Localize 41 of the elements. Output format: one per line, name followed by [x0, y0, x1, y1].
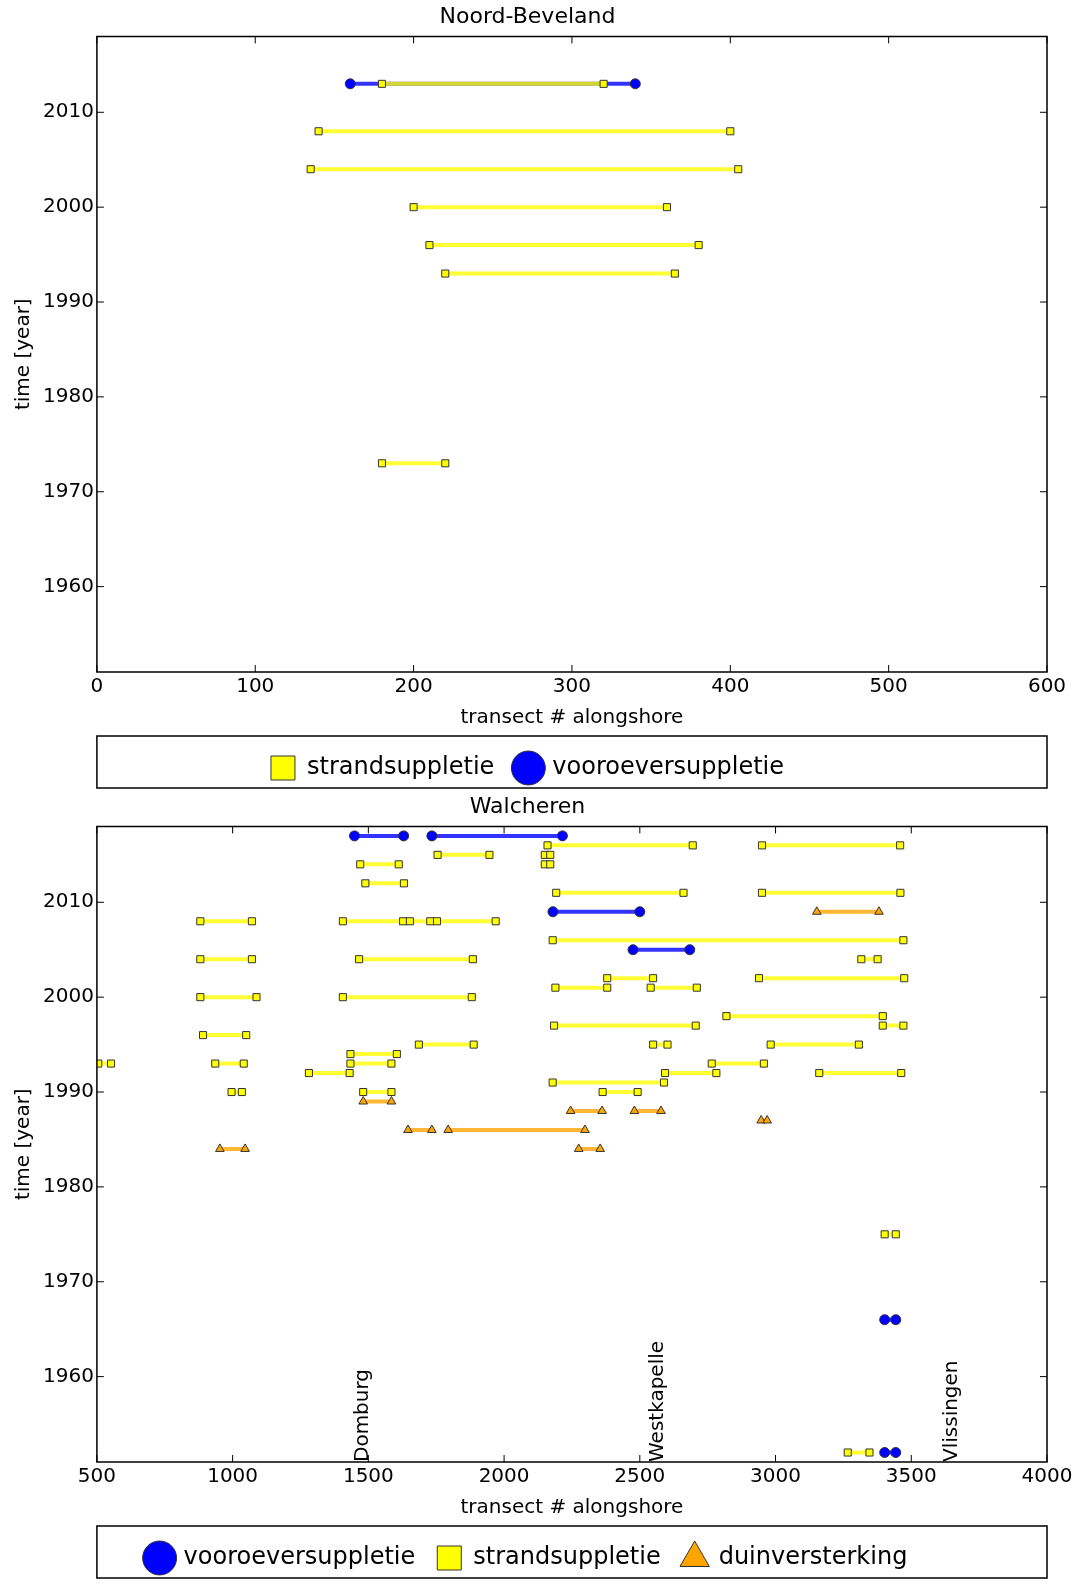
- x-tick-label: 2000: [478, 1463, 530, 1488]
- x-tick-label: 500: [869, 673, 908, 698]
- x-tick-label: 1500: [342, 1463, 394, 1488]
- x-tick-label: 400: [711, 673, 750, 698]
- legend-label: duinversterking: [718, 1542, 908, 1571]
- x-tick-label: 300: [552, 673, 592, 698]
- legend-label: vooroeversuppletie: [183, 1542, 416, 1571]
- x-tick-label: 2500: [614, 1463, 666, 1488]
- x-tick-label: 3500: [885, 1463, 937, 1488]
- y-tick-label: 1990: [42, 1078, 94, 1103]
- legend-label: strandsuppletie: [473, 1542, 661, 1571]
- legend-label: strandsuppletie: [306, 752, 495, 781]
- y-tick-label: 1960: [42, 1362, 94, 1387]
- x-tick-label: 200: [394, 673, 433, 698]
- y-tick-label: 1980: [42, 383, 94, 408]
- x-tick-label: 600: [1027, 673, 1067, 698]
- y-tick-label: 1970: [42, 1267, 94, 1292]
- y-tick-label: 2000: [42, 193, 94, 218]
- x-tick-label: 0: [90, 673, 104, 698]
- y-tick-label: 2000: [42, 983, 94, 1008]
- annotation: Westkapelle: [643, 1340, 668, 1462]
- x-tick-label: 1000: [207, 1463, 259, 1488]
- y-tick-label: 1990: [42, 288, 94, 313]
- legend-label: vooroeversuppletie: [552, 752, 785, 781]
- x-axis-title: transect # alongshore: [460, 1494, 684, 1519]
- y-tick-label: 1970: [42, 477, 94, 502]
- x-tick-label: 500: [77, 1463, 116, 1488]
- y-axis-title: time [year]: [10, 298, 35, 411]
- x-tick-label: 100: [236, 673, 275, 698]
- y-tick-label: 1960: [42, 572, 94, 597]
- y-tick-label: 2010: [42, 98, 94, 123]
- chart-title: Walcheren: [469, 792, 586, 818]
- y-tick-label: 1980: [42, 1173, 94, 1198]
- annotation: Domburg: [349, 1368, 374, 1462]
- annotation: Vlissingen: [938, 1360, 963, 1462]
- x-axis-title: transect # alongshore: [460, 704, 684, 729]
- y-tick-label: 2010: [42, 888, 94, 913]
- y-axis-title: time [year]: [10, 1088, 35, 1201]
- x-tick-label: 3000: [750, 1463, 801, 1488]
- x-tick-label: 4000: [1021, 1463, 1073, 1488]
- chart-title: Noord-Beveland: [439, 2, 616, 28]
